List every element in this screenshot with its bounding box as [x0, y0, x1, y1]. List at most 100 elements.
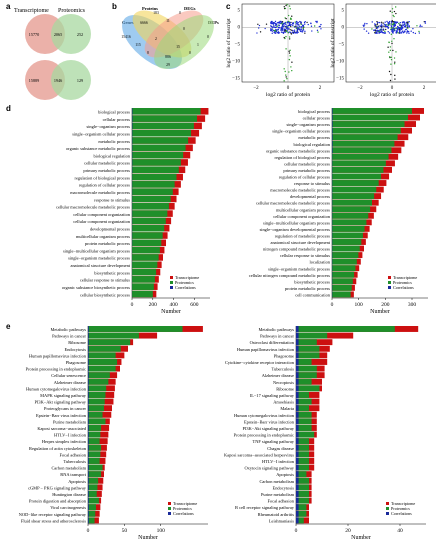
bar-correlations — [88, 332, 89, 339]
bar-correlations — [296, 491, 299, 497]
bar-proteomics — [132, 276, 155, 283]
scatter-point — [271, 32, 273, 34]
scatter-point — [257, 23, 259, 26]
bar-correlations — [296, 378, 299, 385]
bar-category-label: cellular component organization — [73, 212, 131, 217]
bar-category-label: single−multicellular organism process — [63, 248, 130, 253]
bar-proteomics — [296, 405, 309, 412]
bar-xtick-label: 0 — [131, 302, 134, 308]
scatter-ytick-label: 0 — [342, 26, 345, 31]
bar-category-label: biosynthetic process — [294, 279, 330, 284]
scatter-point — [270, 29, 273, 31]
scatter-point — [289, 29, 291, 31]
scatter-point — [285, 4, 287, 7]
bar-xtick-label: 50 — [122, 528, 128, 534]
panel-label-e: e — [6, 322, 11, 331]
bar-proteomics — [332, 140, 395, 147]
bar-proteomics — [132, 283, 154, 290]
venn-a-bottom-proteomics-circle — [51, 60, 91, 100]
bar-proteomics — [332, 265, 356, 272]
bar-proteomics — [332, 147, 392, 154]
scatter-point — [388, 20, 391, 23]
bar-category-label: Chagas disease — [267, 446, 294, 451]
scatter-point — [378, 30, 380, 33]
bar-proteomics — [332, 199, 372, 206]
scatter-point — [389, 49, 392, 52]
scatter-point — [390, 26, 393, 28]
scatter-point — [392, 23, 394, 26]
scatter-point — [388, 51, 390, 53]
scatter-point — [376, 26, 379, 29]
bar-category-label: organic substance metabolic process — [266, 148, 330, 153]
bar-proteomics — [296, 458, 309, 464]
bar-proteomics — [132, 195, 171, 203]
bar-correlations — [296, 372, 299, 379]
bar-category-label: IL−17 signaling pathway — [250, 393, 295, 398]
bar-correlations — [88, 491, 89, 497]
scatter-point — [284, 21, 286, 24]
scatter-point — [273, 29, 276, 32]
bar-proteomics — [88, 398, 105, 405]
bar-proteomics — [88, 385, 107, 392]
scatter-point — [283, 29, 285, 31]
scatter-point — [382, 28, 385, 30]
scatter-point — [403, 21, 405, 23]
scatter-point — [392, 14, 394, 17]
scatter-point — [287, 14, 290, 17]
bar-category-label: localization — [310, 260, 331, 265]
bar-category-label: regulation of biological process — [275, 155, 331, 160]
scatter-point — [403, 30, 406, 32]
scatter-point — [256, 32, 258, 34]
panel-b-venn: Genes Proteins DEGs DEPs 15416 6666 183 … — [121, 6, 219, 69]
scatter-point — [402, 30, 404, 32]
bar-correlations — [88, 497, 89, 504]
scatter-point — [383, 25, 385, 27]
bar-correlations — [296, 431, 299, 438]
bar-category-label: Focal adhesion — [268, 499, 295, 504]
bar-proteomics — [88, 484, 98, 491]
bar-category-label: biosynthetic process — [94, 270, 130, 275]
scatter-point — [407, 25, 409, 27]
scatter-point — [288, 28, 290, 30]
bar-category-label: Metabolic pathways — [259, 327, 295, 332]
scatter-xtick-label: −2 — [253, 86, 259, 91]
bar-category-label: HTLV−I infection — [262, 459, 295, 464]
venn-b-count-13: 886 — [165, 55, 171, 59]
scatter-ytick-label: −10 — [336, 60, 344, 65]
scatter-point — [380, 23, 383, 25]
bar-xtick-label: 0 — [331, 302, 334, 308]
bar-category-label: Protein processing in endoplasmic — [234, 433, 294, 438]
scatter-ytick-label: 5 — [238, 9, 241, 14]
scatter-point — [271, 28, 273, 30]
bar-category-label: metabolic process — [298, 135, 330, 140]
scatter-point — [290, 23, 292, 26]
venn-b-count-1: 15416 — [121, 35, 131, 39]
scatter-point — [376, 20, 378, 23]
scatter-point — [284, 28, 286, 31]
bar-category-label: Human papillomavirus infection — [237, 347, 295, 352]
scatter-point — [294, 25, 297, 27]
bar-category-label: Herpes simplex infection — [42, 439, 87, 444]
bar-correlations — [88, 411, 89, 418]
bar-correlations — [88, 438, 89, 445]
scatter-point — [386, 20, 388, 23]
scatter-point — [278, 26, 280, 29]
scatter-point — [419, 24, 422, 26]
venn-a-top-right-count: 252 — [77, 32, 83, 37]
scatter-point — [286, 25, 288, 27]
legend-label: Transcriptome — [393, 275, 417, 280]
bar-category-label: multicellular organism process — [76, 234, 130, 239]
bar-category-label: regulation of biological process — [75, 175, 131, 180]
scatter-plot-left: 5 0 −5 −10 −15 −2 0 2 log2 ratio of transcript lo… — [225, 3, 335, 98]
scatter-point — [388, 41, 390, 44]
scatter-point — [288, 50, 290, 52]
bar-proteomics — [296, 431, 315, 438]
bar-category-label: Purine metabolism — [53, 419, 87, 424]
bar-correlations — [332, 140, 333, 147]
bar-category-label: Apoptosis — [68, 479, 86, 484]
scatter-point — [366, 22, 368, 25]
scatter-point — [392, 49, 394, 52]
bar-category-label: developmental process — [90, 227, 130, 232]
bar-category-label: cellular nitrogen compound metabolic pro… — [249, 273, 330, 278]
